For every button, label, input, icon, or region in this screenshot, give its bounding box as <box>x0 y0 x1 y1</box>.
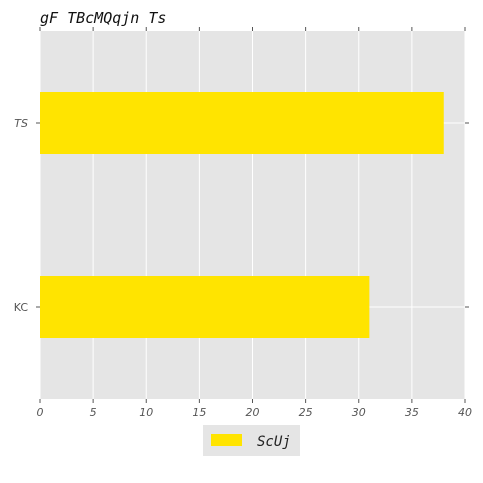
bar <box>40 92 444 154</box>
legend-label: ScUj <box>257 434 291 450</box>
x-tick-label: 30 <box>352 406 366 419</box>
bars <box>40 92 444 338</box>
legend-swatch <box>211 434 242 446</box>
legend: ScUj <box>203 425 300 456</box>
x-axis: 0 5 10 15 20 25 30 35 40 <box>37 27 472 419</box>
x-tick-label: 5 <box>90 406 97 419</box>
y-tick-label: KC <box>14 301 29 314</box>
x-tick-label: 25 <box>299 406 313 419</box>
chart-title: gF TBcMQqjn Ts <box>40 9 166 27</box>
x-tick-label: 10 <box>139 406 153 419</box>
y-axis: TS KC <box>14 117 469 314</box>
x-tick-label: 0 <box>37 406 44 419</box>
x-tick-label: 15 <box>192 406 206 419</box>
y-tick-label: TS <box>14 117 28 130</box>
x-tick-label: 20 <box>246 406 260 419</box>
x-tick-label: 35 <box>405 406 419 419</box>
bar <box>40 276 370 338</box>
x-tick-label: 40 <box>458 406 472 419</box>
